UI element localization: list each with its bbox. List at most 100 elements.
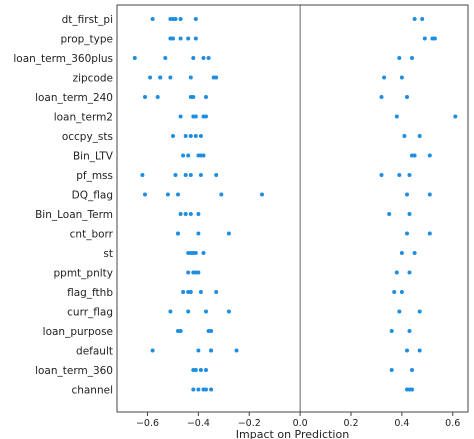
data-point xyxy=(407,173,412,177)
data-point xyxy=(186,153,191,158)
data-point xyxy=(173,17,178,21)
data-point xyxy=(178,36,183,41)
x-tick-label: 0.2 xyxy=(343,418,358,429)
data-point xyxy=(214,173,219,177)
data-point xyxy=(427,153,432,158)
data-point xyxy=(397,309,402,314)
data-point xyxy=(178,114,183,119)
data-point xyxy=(399,290,404,294)
data-point xyxy=(193,251,198,255)
feature-labels: dt_first_pi prop_type loan_term_360pluszip… xyxy=(13,14,113,397)
data-point xyxy=(214,290,219,294)
feature-label: pf_mss xyxy=(76,170,113,182)
data-point xyxy=(417,134,422,138)
feature-label: loan_term2 xyxy=(54,112,113,124)
data-point xyxy=(178,212,183,216)
data-point xyxy=(176,231,180,236)
data-point xyxy=(171,36,175,41)
data-point xyxy=(405,231,409,236)
data-point xyxy=(417,309,422,314)
x-tick-label: 0.4 xyxy=(394,418,409,429)
feature-label: loan_term_360 xyxy=(35,365,113,377)
data-point xyxy=(204,114,208,119)
data-point xyxy=(405,95,409,99)
feature-label: default xyxy=(76,346,113,358)
data-point xyxy=(389,329,394,333)
data-point xyxy=(209,329,214,333)
data-point xyxy=(209,348,214,353)
feature-label: Bin_Loan_Term xyxy=(35,209,113,221)
data-point xyxy=(219,192,224,197)
data-point xyxy=(410,368,414,372)
feature-label: st xyxy=(103,248,113,260)
feature-label: ppmt_pnlty xyxy=(54,268,114,280)
data-point xyxy=(198,173,203,177)
data-points xyxy=(132,17,458,392)
data-point xyxy=(193,114,198,119)
data-point xyxy=(171,134,175,138)
data-point xyxy=(186,270,191,275)
data-point xyxy=(198,290,203,294)
data-point xyxy=(427,231,432,236)
data-point xyxy=(204,309,208,314)
data-point xyxy=(178,17,183,21)
data-point xyxy=(163,56,168,60)
data-point xyxy=(196,387,201,392)
data-point xyxy=(234,348,239,353)
feature-label: zipcode xyxy=(73,73,113,85)
feature-label: DQ_flag xyxy=(72,190,113,202)
data-point xyxy=(140,173,145,177)
data-point xyxy=(186,36,191,41)
data-point xyxy=(410,56,414,60)
data-point xyxy=(193,134,198,138)
data-point xyxy=(420,17,425,21)
data-point xyxy=(204,368,208,372)
feature-label: occpy_sts xyxy=(62,131,113,143)
data-point xyxy=(150,17,155,21)
data-point xyxy=(410,387,414,392)
x-axis-title: Impact on Prediction xyxy=(236,428,349,439)
data-point xyxy=(397,56,402,60)
data-point xyxy=(183,134,188,138)
data-point xyxy=(143,192,147,197)
data-point xyxy=(432,36,437,41)
data-point xyxy=(260,192,264,197)
data-point xyxy=(412,251,417,255)
data-point xyxy=(183,212,188,216)
data-point xyxy=(143,95,147,99)
x-tick-label: −0.2 xyxy=(238,418,261,429)
data-point xyxy=(191,95,196,99)
data-point xyxy=(193,368,198,372)
data-point xyxy=(412,17,417,21)
data-point xyxy=(387,212,392,216)
data-point xyxy=(399,251,404,255)
data-point xyxy=(389,368,394,372)
data-point xyxy=(407,270,412,275)
data-point xyxy=(397,173,402,177)
data-point xyxy=(158,75,163,80)
data-point xyxy=(405,348,409,353)
data-point xyxy=(196,348,201,353)
data-point xyxy=(165,192,170,197)
data-point xyxy=(168,75,173,80)
data-point xyxy=(422,36,427,41)
data-point xyxy=(453,114,458,119)
data-point xyxy=(407,212,412,216)
data-point xyxy=(188,173,193,177)
feature-label: loan_term_240 xyxy=(35,92,113,104)
data-point xyxy=(188,134,193,138)
data-point xyxy=(379,173,384,177)
feature-label: dt_first_pi xyxy=(62,14,113,26)
data-point xyxy=(193,17,198,21)
data-point xyxy=(201,153,206,158)
data-point xyxy=(226,231,231,236)
data-point xyxy=(186,309,191,314)
feature-label: curr_flag xyxy=(67,307,113,319)
data-point xyxy=(201,56,206,60)
data-point xyxy=(188,75,193,80)
plot-frame xyxy=(116,4,469,413)
x-tick-label: −0.4 xyxy=(187,418,210,429)
data-point xyxy=(427,192,432,197)
data-point xyxy=(226,309,231,314)
data-point xyxy=(399,75,404,80)
